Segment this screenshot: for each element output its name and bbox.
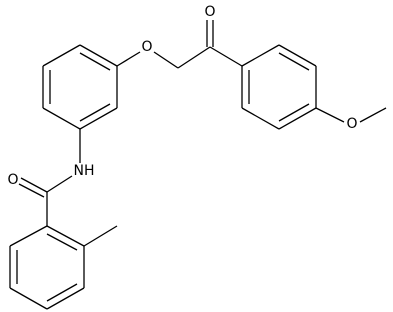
bonds	[9, 20, 387, 310]
atom-label: NH	[74, 163, 95, 179]
atom-label: O	[7, 172, 18, 188]
atom-label: O	[346, 116, 357, 132]
atom-label: O	[204, 4, 215, 20]
atom-label: O	[141, 39, 152, 55]
